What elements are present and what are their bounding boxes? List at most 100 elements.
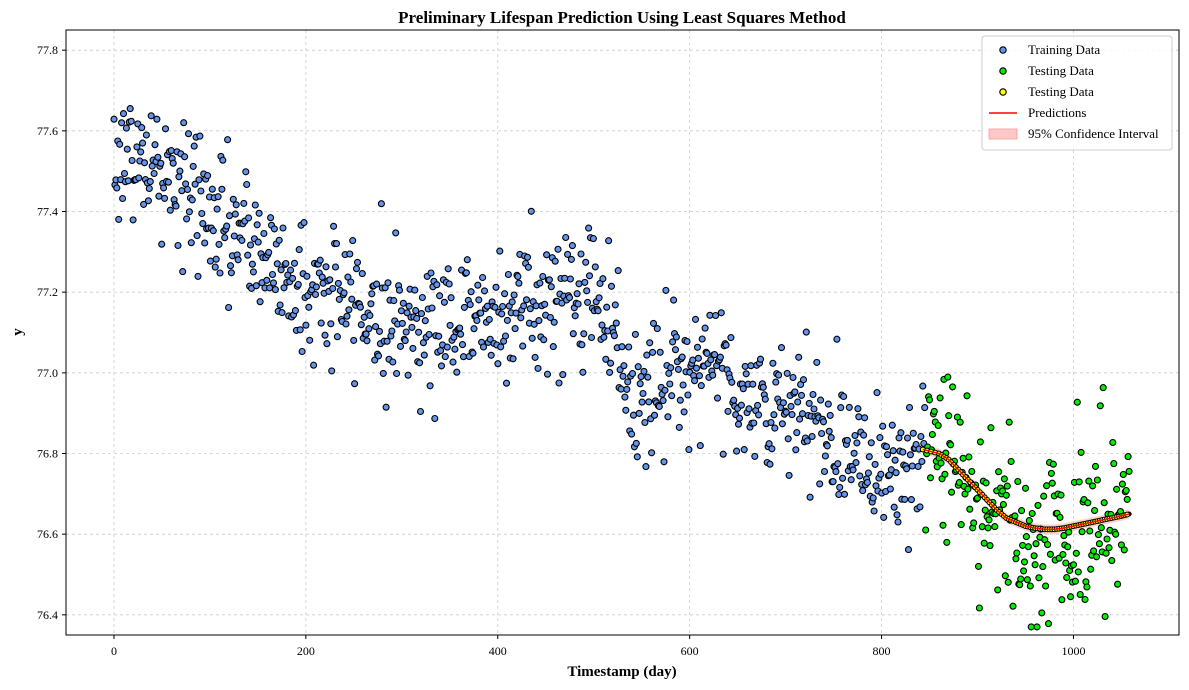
testing-point [1007,457,1015,466]
training-point [160,184,168,192]
training-point [389,358,397,366]
testing-point [1031,561,1039,569]
training-point [852,459,860,467]
training-point [268,270,277,279]
training-point [255,209,263,217]
training-point [427,269,435,277]
training-point [298,347,306,356]
training-point [591,263,599,271]
training-point [906,451,914,459]
training-point [796,415,804,423]
training-point [462,269,470,277]
training-point [580,330,588,338]
testing-points [922,373,1133,631]
testing-point [939,521,947,529]
training-point [883,451,892,459]
training-point [240,199,248,207]
training-point [897,429,905,437]
training-point [860,431,868,439]
training-point [193,232,201,240]
training-point [851,431,859,440]
training-point [269,279,278,287]
testing-point [1063,573,1071,582]
testing-point [1112,530,1120,538]
testing-point [1048,479,1056,487]
training-point [535,317,543,325]
testing-point [966,505,974,513]
testing-point [941,470,949,478]
training-point [818,429,826,438]
training-point [607,359,615,367]
training-point [227,269,235,277]
training-point [598,321,606,329]
training-point [419,339,427,347]
training-point [845,403,853,411]
training-point [460,303,468,311]
legend-box [981,35,1173,151]
training-point [140,159,149,167]
training-point [201,239,209,247]
training-point [248,260,256,268]
training-point [562,233,570,242]
training-point [226,262,235,270]
training-point [671,346,680,354]
training-point [451,345,459,353]
training-point [510,291,518,299]
training-point [415,328,423,336]
training-point [398,319,406,327]
training-point [664,413,672,421]
training-point [909,429,917,437]
training-point [612,319,620,327]
training-point [650,411,659,419]
training-point [504,270,512,279]
testing-point [1057,491,1065,499]
training-point [514,272,522,281]
training-point [351,380,359,388]
testing-point [1073,398,1081,406]
testing-point [1017,575,1025,583]
training-point [623,385,631,393]
training-point [751,452,759,460]
training-point [517,314,525,322]
testing-point [1093,476,1101,484]
testing-point [944,373,952,381]
training-point [873,389,881,397]
training-point [396,342,405,350]
training-point [644,373,652,381]
training-point [167,147,175,155]
training-point [219,156,227,164]
testing-point [1103,535,1111,543]
testing-point [955,479,963,487]
training-point [782,408,790,416]
testing-point [1012,555,1020,563]
testing-point [1038,609,1046,617]
training-point [854,405,862,413]
training-point [183,215,191,223]
testing-point [1094,531,1102,539]
training-point [343,312,351,320]
training-point [198,209,206,218]
training-point [197,187,205,195]
testing-point [999,500,1007,509]
training-point [734,420,743,428]
training-point [300,219,308,227]
training-point [395,286,404,294]
training-point [694,354,702,362]
training-point [503,316,511,324]
training-point [679,381,687,389]
training-point [431,414,439,423]
training-point [566,275,574,283]
training-point [402,328,410,336]
training-point [850,449,858,457]
testing-point [1034,501,1042,509]
training-point [443,343,451,351]
training-point [917,432,925,441]
testing-point [1100,499,1108,507]
training-point [904,546,913,554]
training-point [611,301,619,309]
training-point [146,178,154,186]
training-point [184,130,193,138]
training-point [791,388,799,396]
training-point [574,300,582,308]
testing-point [1105,544,1113,552]
